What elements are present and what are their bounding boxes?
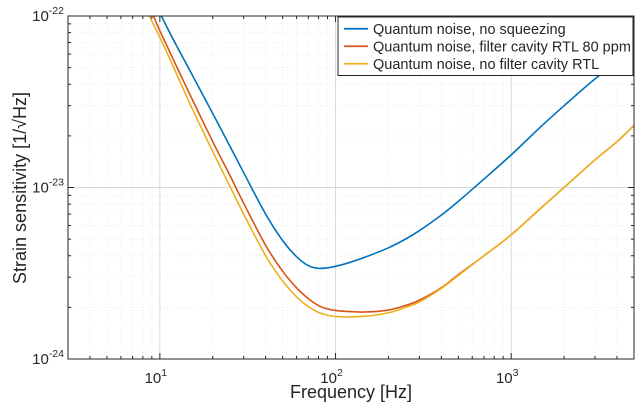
series-lines bbox=[148, 16, 634, 318]
series-line-1 bbox=[160, 16, 634, 270]
y-tick-label-exponent: -23 bbox=[49, 177, 64, 189]
y-tick-label: 10-22 bbox=[32, 5, 64, 25]
y-tick-label-base: 10 bbox=[32, 8, 49, 25]
x-tick-label: 103 bbox=[496, 367, 519, 387]
y-axis-label: Strain sensitivity [1/√Hz] bbox=[10, 92, 30, 284]
x-tick-label-exponent: 2 bbox=[337, 367, 343, 379]
legend-label-3: Quantum noise, no filter cavity RTL bbox=[373, 57, 599, 73]
y-tick-label: 10-23 bbox=[32, 177, 64, 197]
y-tick-label-base: 10 bbox=[32, 180, 49, 197]
y-tick-label-exponent: -24 bbox=[49, 348, 64, 360]
legend-box bbox=[337, 16, 634, 76]
legend-label-1: Quantum noise, no squeezing bbox=[373, 22, 566, 38]
y-tick-label-exponent: -22 bbox=[49, 5, 64, 17]
x-tick-labels: 101 102 103 bbox=[145, 367, 519, 387]
x-tick-label: 102 bbox=[320, 367, 343, 387]
x-tick-label-base: 10 bbox=[320, 370, 337, 387]
x-tick-label-base: 10 bbox=[496, 370, 513, 387]
x-tick-label-exponent: 3 bbox=[513, 367, 519, 379]
plot-area bbox=[148, 16, 634, 318]
x-axis-label: Frequency [Hz] bbox=[290, 382, 412, 402]
y-tick-label: 10-24 bbox=[32, 348, 64, 368]
x-tick-label-base: 10 bbox=[145, 370, 162, 387]
legend-label-2: Quantum noise, filter cavity RTL 80 ppm bbox=[373, 39, 631, 55]
x-tick-label: 101 bbox=[145, 367, 168, 387]
y-tick-label-base: 10 bbox=[32, 351, 49, 368]
x-tick-label-exponent: 1 bbox=[161, 367, 167, 379]
series-line-3 bbox=[148, 16, 634, 318]
plot-frame bbox=[67, 15, 635, 360]
